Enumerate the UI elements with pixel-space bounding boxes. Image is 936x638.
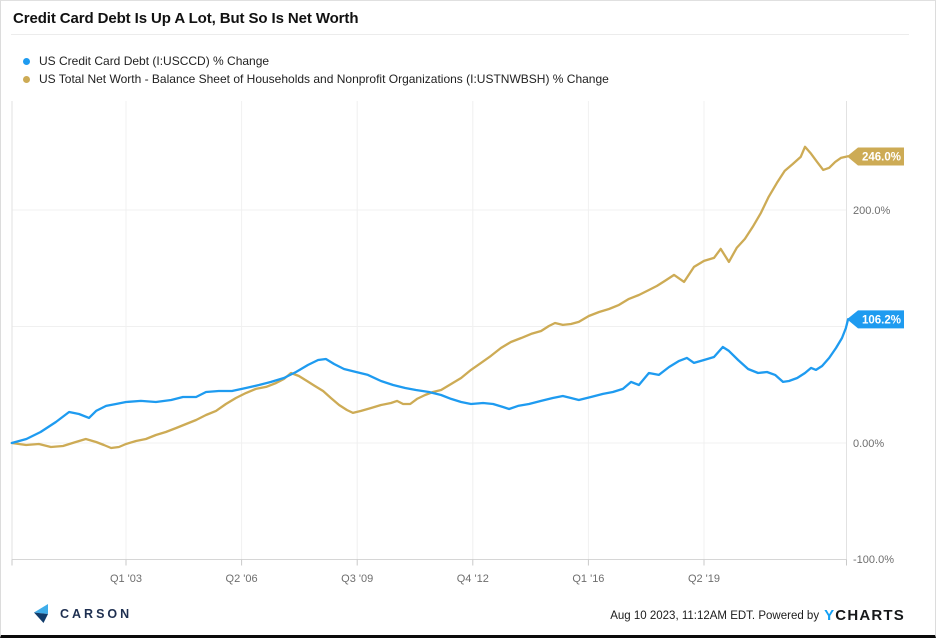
- x-axis-label: Q2 '19: [688, 573, 720, 585]
- credit-card-debt-value-badge: 106.2%: [847, 310, 904, 329]
- ycharts-charts-letters: CHARTS: [835, 607, 905, 624]
- page-title: Credit Card Debt Is Up A Lot, But So Is …: [13, 10, 359, 27]
- timestamp-text: Aug 10 2023, 11:12AM EDT. Powered by: [610, 610, 819, 622]
- net-worth-value-badge: 246.0%: [847, 147, 904, 166]
- badge-value: 106.2%: [862, 315, 901, 327]
- badge-shape: [847, 147, 904, 166]
- y-axis-label-200: 200.0%: [853, 205, 891, 217]
- powered-by-label: Powered by: [758, 609, 820, 622]
- x-axis-ticks: [11, 559, 847, 566]
- x-axis-label: Q4 '12: [457, 573, 489, 585]
- legend-dot-blue-icon: [23, 57, 30, 65]
- legend-item-net-worth: US Total Net Worth - Balance Sheet of Ho…: [23, 70, 609, 88]
- carson-logo: CARSON: [31, 603, 132, 624]
- carson-chevron-icon: [34, 604, 48, 623]
- y-axis-label-neg100: -100.0%: [853, 554, 894, 566]
- ycharts-logo: YCHARTS: [824, 607, 905, 624]
- x-axis-label: Q1 '03: [110, 573, 142, 585]
- ycharts-y-letter: Y: [824, 607, 836, 624]
- legend: US Credit Card Debt (I:USCCD) % Change U…: [23, 52, 609, 88]
- legend-label: US Credit Card Debt (I:USCCD) % Change: [39, 54, 270, 68]
- net-worth-line: [10, 145, 850, 450]
- badge-shape: [847, 310, 904, 329]
- timestamp: Aug 10 2023, 11:12AM EDT.: [610, 609, 756, 622]
- footer-attribution: Aug 10 2023, 11:12AM EDT. Powered by YCH…: [610, 607, 905, 624]
- x-axis-label: Q2 '06: [226, 573, 258, 585]
- legend-item-credit-card-debt: US Credit Card Debt (I:USCCD) % Change: [23, 52, 609, 70]
- carson-wordmark: CARSON: [60, 606, 133, 621]
- credit-card-debt-line: [10, 318, 850, 445]
- y-axis-label-0: 0.00%: [853, 438, 884, 450]
- legend-label: US Total Net Worth - Balance Sheet of Ho…: [39, 72, 609, 86]
- title-divider: [11, 34, 909, 35]
- x-axis-label: Q1 '16: [572, 573, 604, 585]
- badge-value: 246.0%: [862, 152, 901, 164]
- x-axis-label: Q3 '09: [341, 573, 373, 585]
- legend-dot-gold-icon: [23, 75, 30, 83]
